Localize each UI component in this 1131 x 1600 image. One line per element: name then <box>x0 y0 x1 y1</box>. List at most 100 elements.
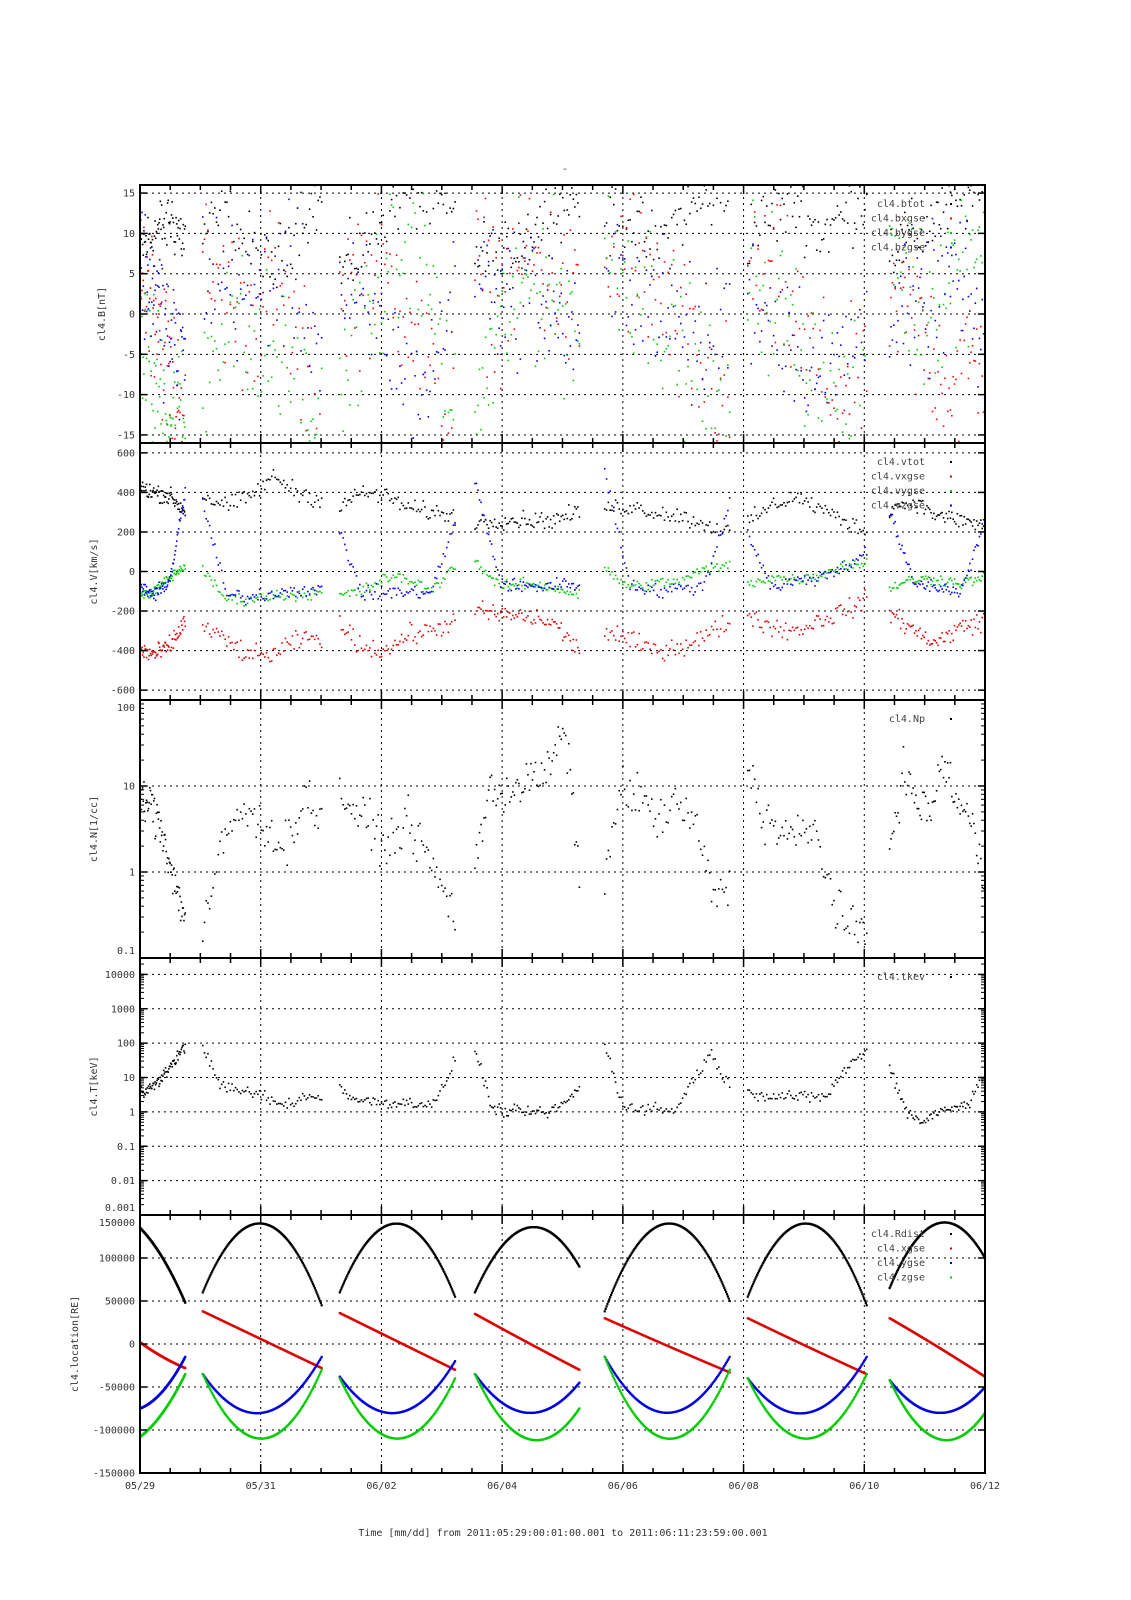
data-point <box>575 1090 578 1092</box>
data-point <box>528 302 531 304</box>
data-point <box>819 250 821 253</box>
data-point <box>930 204 932 207</box>
data-point <box>156 592 159 594</box>
data-point <box>692 516 695 518</box>
data-point <box>160 592 162 594</box>
data-point <box>165 419 168 422</box>
data-point <box>362 1100 364 1103</box>
data-point <box>774 189 777 191</box>
data-point <box>495 251 497 253</box>
data-point <box>937 359 939 362</box>
data-point <box>480 823 482 826</box>
data-point <box>963 808 966 811</box>
data-point <box>159 841 162 843</box>
data-point <box>501 608 504 610</box>
data-point <box>712 204 715 207</box>
data-point <box>607 849 610 852</box>
data-point <box>477 404 479 407</box>
data-point <box>778 574 780 577</box>
data-point <box>898 282 901 284</box>
data-point <box>320 497 323 499</box>
data-point <box>981 575 984 577</box>
data-point <box>922 499 924 502</box>
data-point <box>554 621 556 623</box>
data-point <box>982 211 985 214</box>
data-point <box>359 493 361 496</box>
data-point <box>395 576 398 578</box>
data-point <box>154 651 157 654</box>
data-point <box>288 642 290 645</box>
data-point <box>166 365 169 367</box>
data-point <box>826 387 828 390</box>
data-point <box>719 377 722 380</box>
data-point <box>912 787 914 789</box>
data-point <box>217 1078 220 1081</box>
data-point <box>814 323 816 326</box>
data-point <box>312 635 314 638</box>
data-point <box>607 195 610 197</box>
data-point <box>651 265 653 268</box>
data-point <box>181 414 184 417</box>
data-point <box>571 318 573 321</box>
data-point <box>960 372 963 375</box>
data-point <box>155 230 158 233</box>
data-point <box>486 532 488 535</box>
data-point <box>303 285 306 287</box>
data-point <box>571 311 573 313</box>
data-point <box>774 503 777 506</box>
data-point <box>660 302 662 305</box>
data-point <box>531 1110 534 1112</box>
y-tick-label: 100 <box>117 703 135 714</box>
data-point <box>260 596 263 598</box>
data-point <box>795 268 797 270</box>
data-point <box>166 584 169 586</box>
data-point <box>141 590 144 593</box>
data-point <box>981 527 984 530</box>
data-point <box>924 508 927 511</box>
data-point <box>779 834 782 837</box>
data-point <box>522 277 525 280</box>
data-point <box>955 587 957 590</box>
data-point <box>442 577 445 580</box>
data-point <box>560 292 563 295</box>
data-point <box>670 284 673 287</box>
data-point <box>243 657 245 660</box>
data-point <box>415 584 418 587</box>
data-point <box>524 1114 526 1117</box>
data-point <box>201 498 204 500</box>
data-point <box>342 1092 344 1094</box>
data-point <box>946 517 949 520</box>
data-point <box>772 625 775 628</box>
data-point <box>319 586 321 588</box>
data-point <box>352 298 354 301</box>
data-point <box>699 848 702 851</box>
data-point <box>310 371 313 374</box>
data-point <box>231 830 233 832</box>
data-point <box>852 366 854 369</box>
data-point <box>150 374 152 377</box>
y-tick-label: 0 <box>129 567 135 578</box>
data-point <box>572 792 575 794</box>
data-point <box>810 366 813 369</box>
data-point <box>437 565 440 568</box>
data-point <box>860 215 863 217</box>
data-point <box>343 497 346 500</box>
data-point <box>156 353 158 355</box>
data-point <box>159 305 162 307</box>
data-point <box>855 346 858 349</box>
data-point <box>917 579 920 582</box>
data-point <box>676 290 678 292</box>
data-point <box>953 578 956 580</box>
data-point <box>167 581 170 583</box>
data-point <box>689 307 691 310</box>
data-point <box>834 516 837 519</box>
data-point <box>578 584 581 586</box>
data-point <box>924 631 927 633</box>
data-point <box>791 290 794 293</box>
data-point <box>850 611 852 613</box>
data-point <box>564 361 567 364</box>
legend-marker <box>950 490 952 492</box>
data-point <box>919 627 921 630</box>
data-point <box>291 593 294 596</box>
data-point <box>492 229 494 231</box>
